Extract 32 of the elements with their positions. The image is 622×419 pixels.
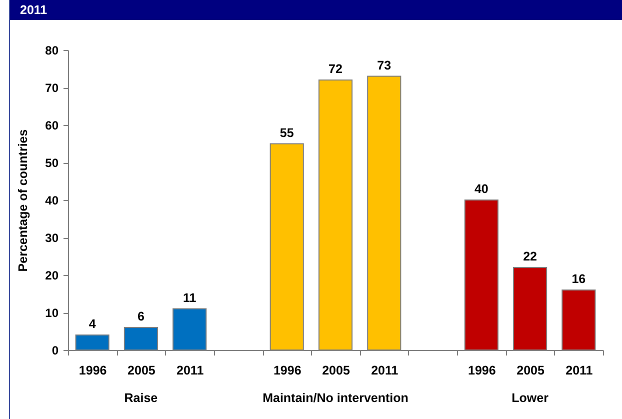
text: 1996: [468, 364, 496, 378]
chart-title: 2011: [566, 364, 593, 378]
x-tick-label: Maintain/No intervention: [262, 391, 408, 405]
data-label: 40: [474, 182, 488, 196]
y-tick-label: 50: [45, 156, 59, 170]
text: 1996: [273, 364, 302, 378]
data-label: 11: [182, 290, 196, 305]
y-tick-label: 80: [45, 44, 59, 58]
chart-title: 2011: [20, 3, 48, 17]
y-tick-label: 60: [45, 118, 59, 132]
y-tick-label: 0: [52, 344, 59, 358]
data-label: 73: [377, 58, 392, 72]
text: 2011: [371, 364, 398, 378]
text: 2005: [322, 364, 350, 378]
x-tick-label: Lower: [512, 391, 549, 405]
text: 2005: [516, 364, 544, 378]
y-tick-label: 20: [45, 268, 59, 282]
y-tick-label: 10: [45, 306, 59, 320]
y-tick-label: 30: [45, 231, 59, 245]
data-label: 4: [88, 317, 96, 331]
y-axis-title: Percentage of countries: [16, 129, 30, 272]
data-label: 72: [328, 62, 342, 76]
x-tick-label: Raise: [124, 391, 158, 405]
data-label: 6: [137, 310, 144, 324]
data-label: 22: [523, 250, 538, 264]
data-label: 16: [572, 272, 586, 286]
legend-label: 2005: [128, 364, 156, 378]
legend-label: 1996: [78, 364, 107, 378]
y-tick-label: 70: [45, 81, 59, 95]
y-tick-label: 40: [45, 194, 59, 208]
legend-label: 2011: [176, 364, 204, 378]
data-label: 55: [280, 126, 294, 140]
